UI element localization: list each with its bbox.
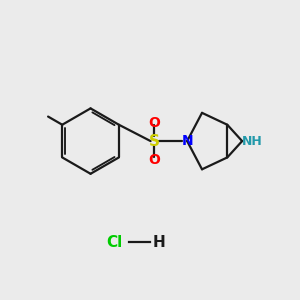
- Text: O: O: [148, 116, 160, 130]
- Text: NH: NH: [242, 135, 263, 148]
- Text: O: O: [148, 152, 160, 167]
- Text: H: H: [152, 235, 165, 250]
- Text: Cl: Cl: [106, 235, 122, 250]
- Text: S: S: [149, 134, 160, 148]
- Text: N: N: [181, 134, 193, 148]
